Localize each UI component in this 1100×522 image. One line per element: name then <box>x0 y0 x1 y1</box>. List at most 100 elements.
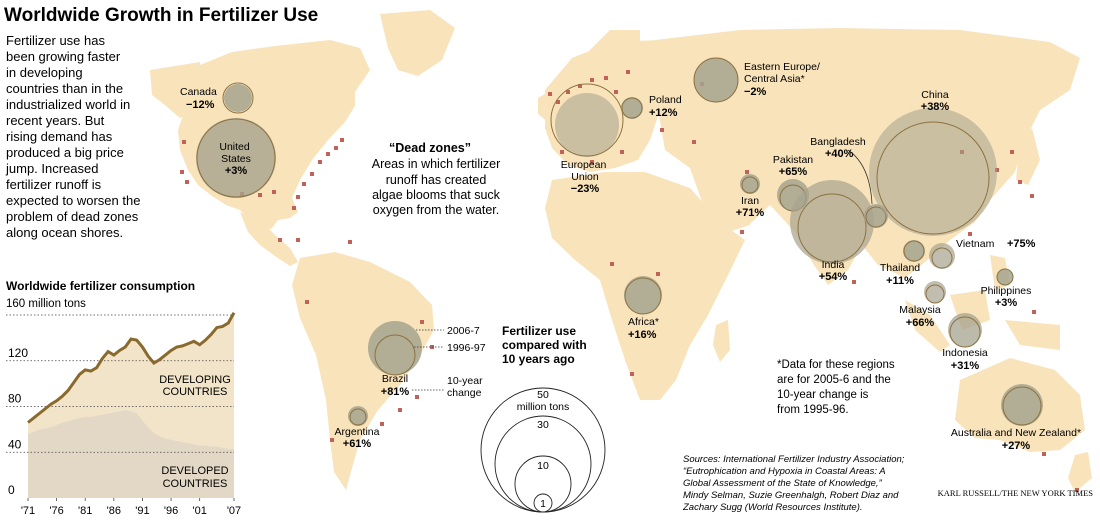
intro-line: Fertilizer use has <box>6 33 105 48</box>
region-name-pakistan: Pakistan <box>773 154 813 166</box>
dead-zone-marker <box>334 146 338 150</box>
chart-title: Worldwide fertilizer consumption <box>6 279 195 293</box>
region-change-pakistan: +65% <box>779 166 808 178</box>
sources-line: Mindy Selman, Suzie Greenhalgh, Robert D… <box>683 490 899 501</box>
dead-zone-marker <box>590 78 594 82</box>
dead-zone-marker <box>1075 488 1079 492</box>
dead-zone-marker <box>305 300 309 304</box>
alaska-land <box>150 62 200 118</box>
region-name-philippines: Philippines <box>981 285 1032 297</box>
chart-ylabel: 160 million tons <box>6 298 86 310</box>
dead-zone-marker <box>180 170 184 174</box>
africa-circle-earlier <box>624 277 662 315</box>
thailand-circle-earlier <box>903 240 925 262</box>
dead-zone-marker <box>630 372 634 376</box>
south-america-land <box>292 252 434 490</box>
philippines-circle-earlier <box>996 268 1014 286</box>
sources-line: Sources: International Fertilizer Indust… <box>683 454 905 465</box>
developing-label-line2: COUNTRIES <box>163 386 228 398</box>
size-legend-heading-line: 10 years ago <box>502 352 575 366</box>
chart-ytick-labels: 0 40 80 120 <box>8 346 28 497</box>
region-name-eastern-europe-line1: Eastern Europe/ <box>744 61 820 73</box>
intro-text: Fertilizer use has been growing faster i… <box>5 33 140 240</box>
eu-circle-earlier <box>550 83 624 157</box>
philippines-circle-recent <box>997 269 1013 285</box>
dead-zone-marker <box>272 190 276 194</box>
region-change-malaysia: +66% <box>906 317 935 329</box>
intro-line: fertilizer runoff is <box>6 177 102 192</box>
chart-ytick-label: 0 <box>8 483 15 497</box>
region-name-us: United States <box>219 141 252 165</box>
dead-zone-marker <box>340 138 344 142</box>
australia-circle-earlier <box>1002 386 1042 426</box>
malaysia-circle-earlier <box>925 284 945 304</box>
region-name-eu-line1: European <box>561 159 607 171</box>
region-change-indonesia: +31% <box>951 360 980 372</box>
dead-zone-marker <box>1030 194 1034 198</box>
sources-line: “Eutrophication and Hypoxia in Coastal A… <box>683 466 886 477</box>
footnote: *Data for these regions are for 2005-6 a… <box>777 359 895 416</box>
dead-zone-marker <box>326 152 330 156</box>
region-change-australia: +27% <box>1002 440 1031 452</box>
chart-xtick-label: '96 <box>164 505 178 517</box>
footnote-line: 10-year change is <box>777 389 869 401</box>
region-change-us: +3% <box>225 165 248 177</box>
dead-zone-marker <box>1032 310 1036 314</box>
sumatra-land <box>905 300 950 352</box>
dead-zone-marker <box>348 240 352 244</box>
dead-zones-note: “Dead zones” Areas in which fertilizer r… <box>372 141 501 217</box>
region-name-malaysia: Malaysia <box>899 304 941 316</box>
dead-zone-marker <box>296 195 300 199</box>
region-name-vietnam: Vietnam <box>956 238 995 250</box>
developed-area <box>28 409 234 498</box>
dead-zone-marker <box>626 70 630 74</box>
region-change-africa: +16% <box>628 329 657 341</box>
dead-zone-marker <box>995 168 999 172</box>
chart-xtick-label: '71 <box>21 505 35 517</box>
region-change-india: +54% <box>819 271 848 283</box>
region-name-eastern-europe-line2: Central Asia* <box>744 73 805 85</box>
intro-line: jump. Increased <box>5 161 99 176</box>
dead-zone-marker <box>258 193 262 197</box>
region-name-africa: Africa* <box>628 316 659 328</box>
legend-circle-1 <box>533 493 553 513</box>
region-name-eu-line2: Union <box>571 171 599 183</box>
size-legend: Fertilizer use compared with 10 years ag… <box>480 324 606 513</box>
vietnam-circle-recent <box>929 243 955 269</box>
greenland-land <box>380 10 455 76</box>
region-name-eastern-europe: Eastern Europe/ Central Asia* <box>744 61 823 85</box>
dead-zones-line: oxygen from the water. <box>373 203 499 217</box>
china-circle-recent <box>869 108 997 236</box>
dead-zone-marker <box>1042 452 1046 456</box>
region-name-poland: Poland <box>649 94 682 106</box>
region-change-brazil: +81% <box>381 386 410 398</box>
intro-line: produced a big price <box>6 145 124 160</box>
new-guinea-land <box>1005 320 1060 350</box>
developed-label-line2: COUNTRIES <box>163 478 228 490</box>
africa-circle-recent <box>624 276 662 314</box>
india-circle-earlier <box>797 193 867 263</box>
chart-xtick-label: '07 <box>227 505 241 517</box>
bangladesh-leader-line <box>847 149 873 205</box>
region-name-bangladesh: Bangladesh <box>810 136 866 148</box>
dead-zones-heading: “Dead zones” <box>389 141 471 155</box>
region-change-canada: −12% <box>186 99 215 111</box>
chart-xtick-label: '86 <box>107 505 121 517</box>
region-change-bangladesh: +40% <box>825 148 854 160</box>
thailand-circle-recent <box>903 240 925 262</box>
chart-xtick-label: '76 <box>49 505 63 517</box>
developed-label-line1: DEVELOPED <box>161 465 228 477</box>
consumption-chart: Worldwide fertilizer consumption 160 mil… <box>6 279 241 517</box>
intro-line: industrialized world in <box>6 97 130 112</box>
region-name-us-line1: United <box>219 141 250 153</box>
region-change-iran: +71% <box>736 207 765 219</box>
eastern-europe-circle-earlier <box>693 57 739 103</box>
intro-line: countries than in the <box>6 81 123 96</box>
dead-zone-marker <box>310 172 314 176</box>
uk-land <box>538 88 560 122</box>
dead-zone-marker <box>620 150 624 154</box>
dead-zone-marker <box>692 140 696 144</box>
dead-zone-marker <box>660 128 664 132</box>
intro-line: been growing faster <box>6 49 121 64</box>
